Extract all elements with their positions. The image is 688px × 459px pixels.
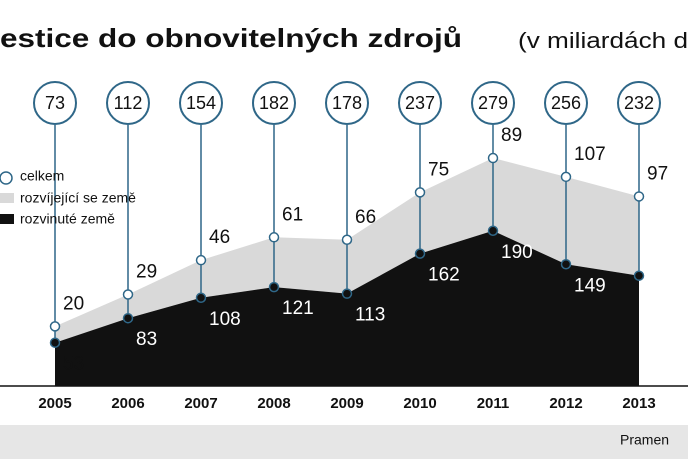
developed-dot <box>414 248 426 259</box>
source: Pramen <box>620 432 669 448</box>
footer-band <box>0 425 688 459</box>
developing-label: 61 <box>282 204 303 225</box>
x-tick-label: 2008 <box>257 395 290 412</box>
developed-label: 108 <box>209 309 241 330</box>
developed-label: 190 <box>501 242 533 263</box>
chart-subtitle: (v miliardách d <box>518 28 688 53</box>
total-circle <box>325 81 369 125</box>
developed-area <box>55 230 639 386</box>
developed-label: 53 <box>63 354 84 375</box>
developed-dot <box>487 225 499 237</box>
developing-dot <box>560 171 572 183</box>
total-label: 279 <box>478 93 508 113</box>
x-tick-label: 2009 <box>330 395 363 412</box>
total-label: 237 <box>405 93 435 113</box>
total-circle <box>471 81 515 125</box>
developing-label: 66 <box>355 207 376 228</box>
developing-label: 97 <box>647 163 668 184</box>
total-circle <box>106 81 150 125</box>
developed-label: 149 <box>574 275 606 296</box>
developed-label: 135 <box>647 287 679 308</box>
total-circle <box>33 81 77 125</box>
developing-dot <box>122 289 134 300</box>
total-circle <box>179 81 223 125</box>
developed-dot <box>341 288 353 299</box>
legend-label: celkem <box>20 168 64 184</box>
developing-dot <box>341 234 353 246</box>
total-circle <box>252 81 296 125</box>
total-circle <box>398 81 442 125</box>
total-label: 256 <box>551 93 581 113</box>
total-circle <box>544 81 588 125</box>
developing-label: 46 <box>209 227 230 248</box>
legend-label: rozvíjející se země <box>20 190 136 206</box>
developed-dot <box>122 312 134 324</box>
developing-label: 107 <box>574 144 606 165</box>
developed-dot <box>560 259 572 270</box>
developing-dot <box>487 152 499 164</box>
total-circle <box>617 81 661 125</box>
total-label: 154 <box>186 93 216 113</box>
total-label: 232 <box>624 93 654 113</box>
developed-label: 121 <box>282 298 314 319</box>
legend-label: rozvinuté země <box>20 211 115 227</box>
developed-dot <box>49 337 61 348</box>
legend-swatch <box>0 193 14 203</box>
developed-label: 162 <box>428 265 460 286</box>
total-label: 112 <box>114 93 143 113</box>
developing-dot <box>195 254 207 266</box>
x-tick-label: 2006 <box>111 395 144 412</box>
x-tick-label: 2007 <box>184 395 217 412</box>
x-tick-label: 2010 <box>403 395 436 412</box>
legend-swatch <box>0 214 14 224</box>
developing-dot <box>49 321 61 332</box>
chart-title: estice do obnovitelných zdrojů <box>0 23 462 53</box>
developed-dot <box>195 292 207 304</box>
developing-label: 29 <box>136 262 157 283</box>
x-tick-label: 2005 <box>38 395 71 412</box>
x-tick-label: 2013 <box>622 395 655 412</box>
developing-dot <box>268 232 280 243</box>
developing-dot <box>633 191 645 202</box>
developed-dot <box>268 281 280 293</box>
legend-swatch <box>0 171 13 185</box>
developing-label: 89 <box>501 125 522 146</box>
x-tick-label: 2011 <box>477 395 510 412</box>
developing-dot <box>414 187 426 198</box>
total-label: 73 <box>45 93 65 113</box>
developed-label: 113 <box>355 305 385 326</box>
developed-label: 83 <box>136 329 157 350</box>
developing-label: 20 <box>63 293 84 314</box>
developing-label: 75 <box>428 159 449 180</box>
total-label: 182 <box>259 93 289 113</box>
developed-dot <box>633 270 645 281</box>
x-tick-label: 2012 <box>549 395 582 412</box>
total-label: 178 <box>332 93 362 113</box>
